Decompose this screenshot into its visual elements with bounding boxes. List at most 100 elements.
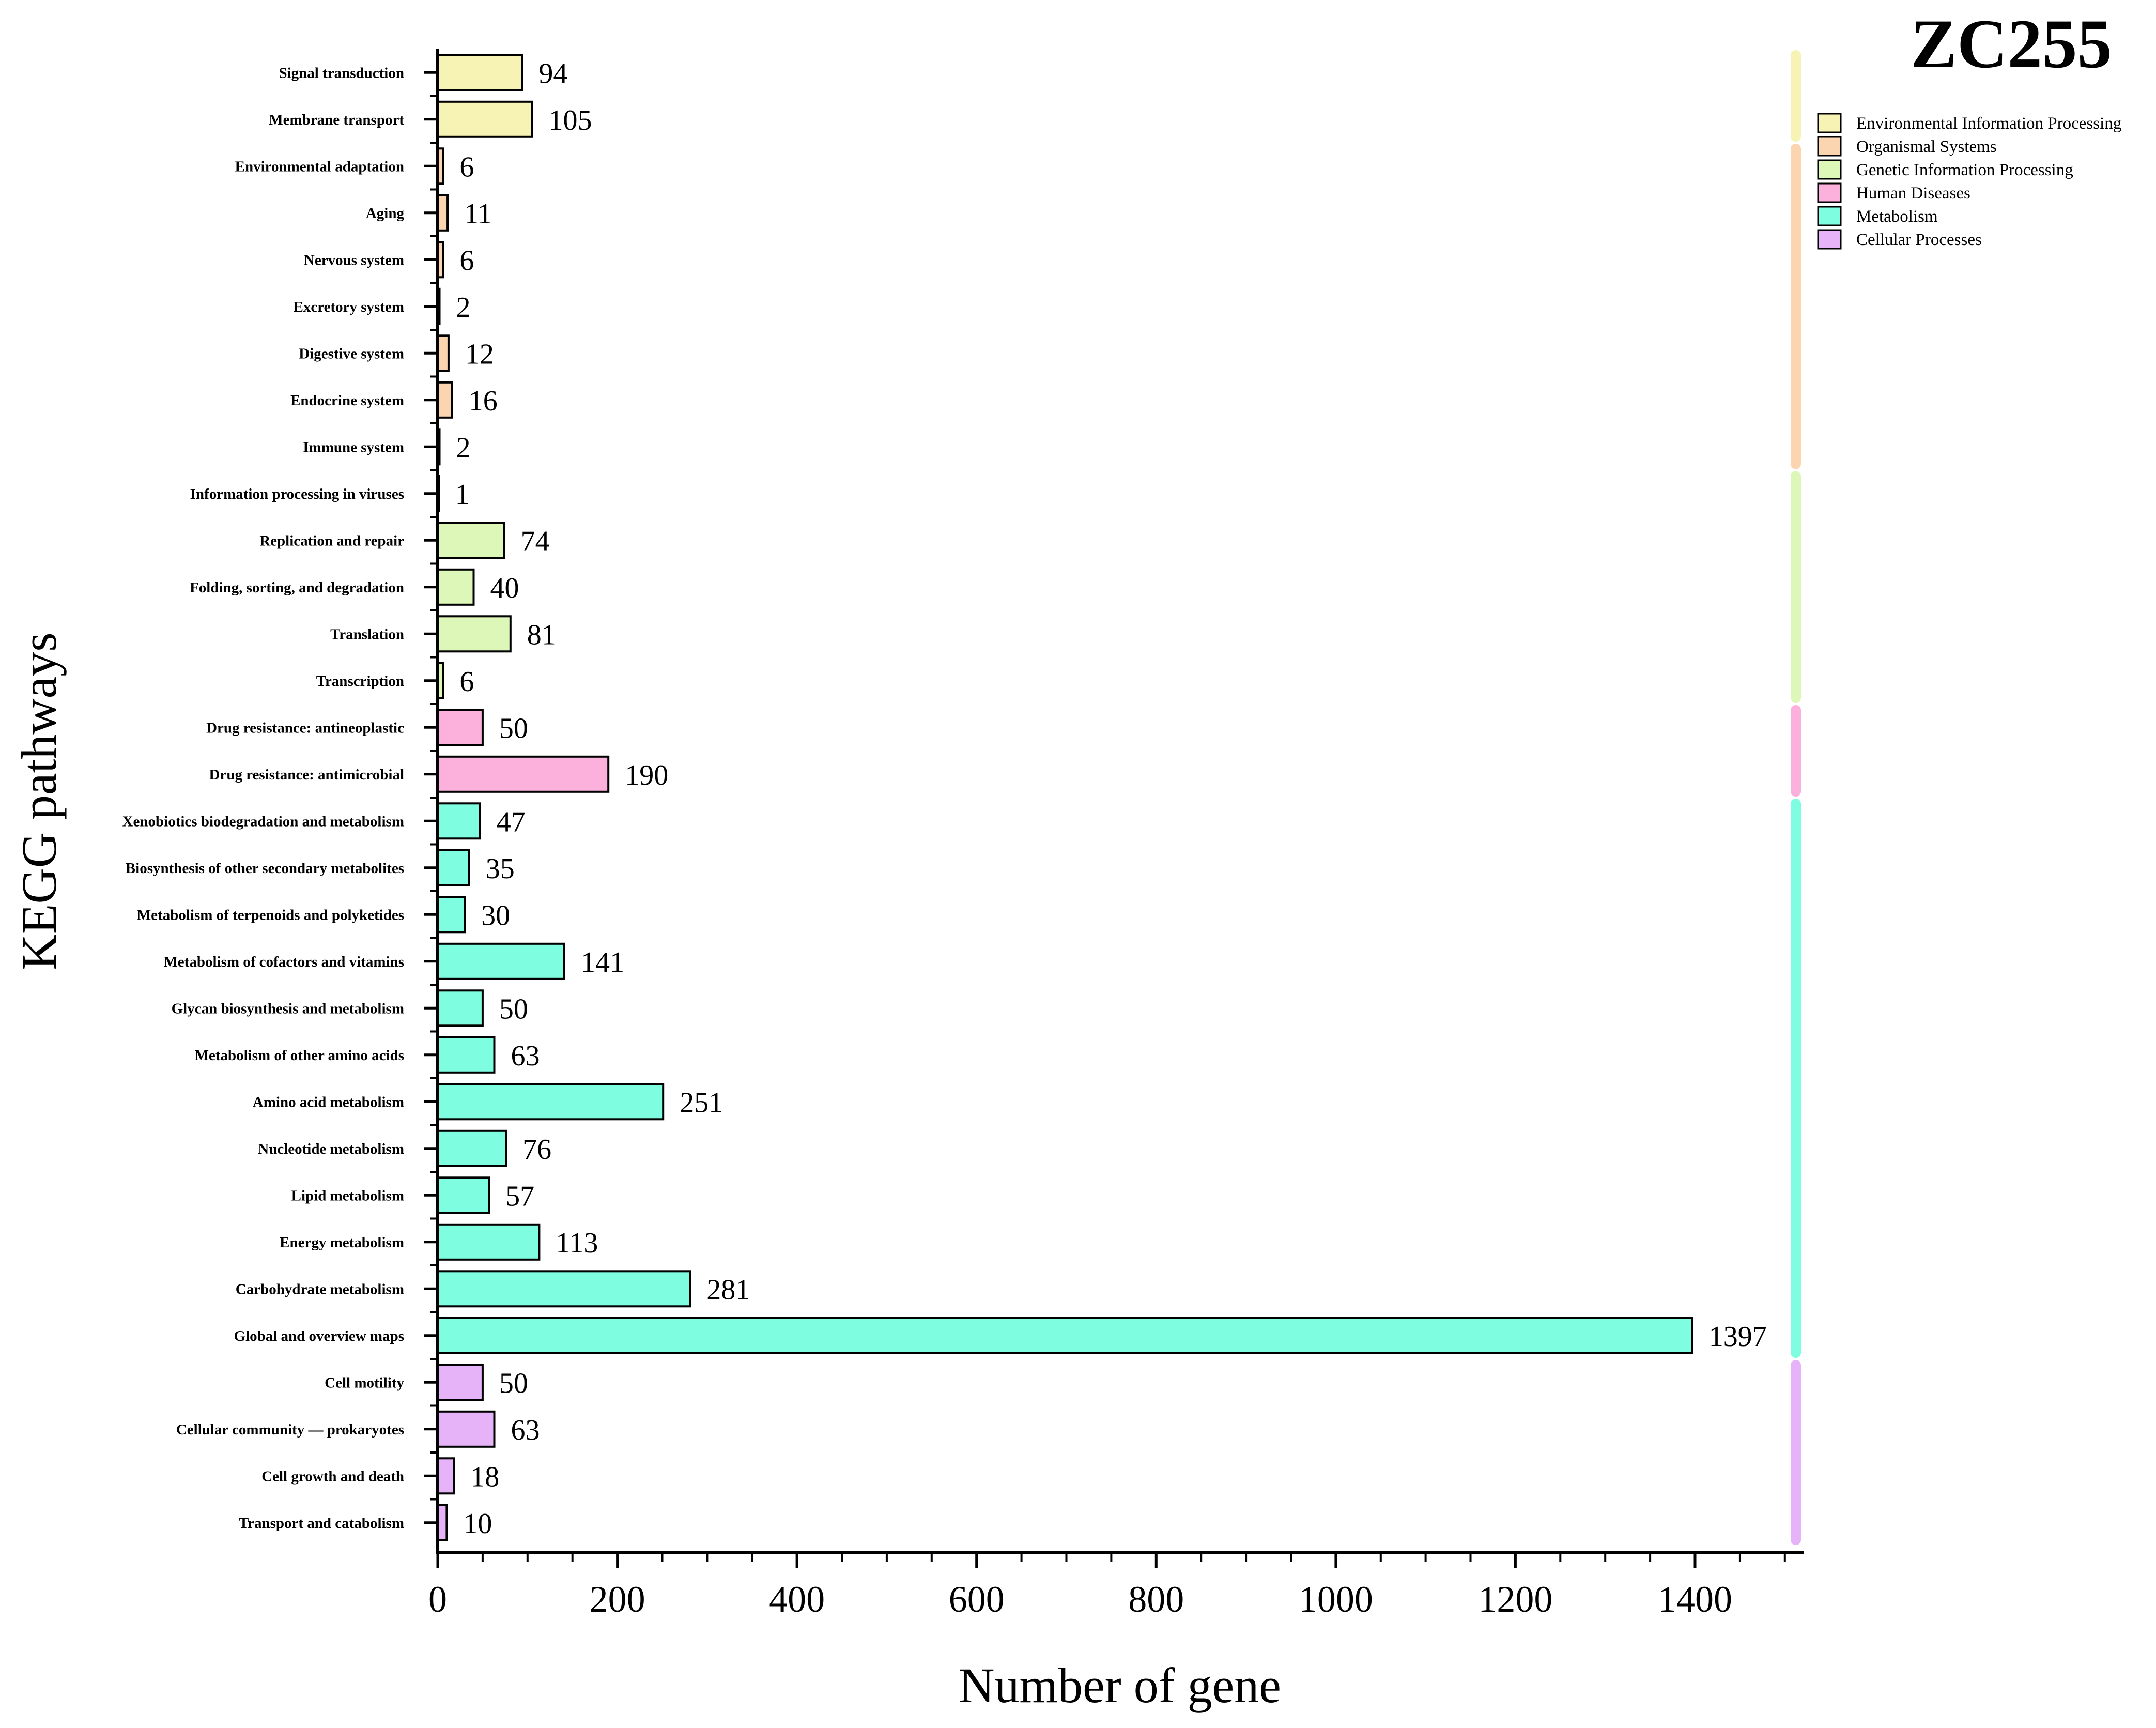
legend-label: Human Diseases [1856,184,1970,203]
bar [437,802,481,840]
x-tick-label: 600 [949,1579,1005,1620]
category-label: Energy metabolism [280,1234,404,1251]
value-label: 10 [463,1508,492,1540]
category-label: Translation [330,626,404,643]
value-label: 40 [490,572,519,604]
category-label: Global and overview maps [234,1328,405,1344]
value-label: 16 [469,385,498,417]
value-label: 6 [459,151,474,183]
category-label: Cell growth and death [261,1468,404,1485]
bar [437,381,453,419]
bar [437,849,470,886]
category-label: Nucleotide metabolism [258,1141,404,1157]
bar [437,1129,507,1167]
legend-swatch [1817,136,1842,157]
category-label: Information processing in viruses [190,486,404,502]
x-tick-label: 200 [590,1579,645,1620]
bar [437,1270,691,1308]
category-label: Endocrine system [290,392,404,409]
value-label: 74 [521,525,550,557]
value-label: 2 [456,432,471,464]
category-label: Xenobiotics biodegradation and metabolis… [122,813,404,830]
bar [437,1317,1693,1354]
value-label: 50 [499,712,528,744]
value-label: 6 [459,244,474,277]
bar [437,615,512,653]
category-label: Excretory system [294,299,404,315]
category-label: Folding, sorting, and degradation [190,579,404,596]
category-label: Metabolism of terpenoids and polyketides [137,907,404,923]
value-label: 1 [455,479,470,511]
bar [437,1364,484,1401]
value-label: 18 [470,1461,499,1493]
bar [437,1083,665,1121]
category-label: Metabolism of other amino acids [195,1047,404,1064]
x-axis-title: Number of gene [959,1658,1281,1713]
bar [437,942,565,980]
value-label: 12 [465,338,494,370]
legend: Environmental Information Processing Orga… [1817,113,2121,250]
category-label: Replication and repair [259,532,404,549]
bar [437,989,484,1027]
value-label: 6 [459,666,474,698]
bar [437,1176,490,1214]
legend-swatch [1817,229,1842,250]
value-label: 141 [581,946,624,978]
category-label: Transcription [316,673,404,690]
category-label: Aging [366,205,405,222]
value-label: 30 [481,899,510,931]
legend-swatch [1817,113,1842,133]
axes-layer: 0 200 400 600 800 1000 1200 1400 [424,49,1804,1620]
x-tick-label: 1400 [1658,1579,1732,1620]
value-label: 1397 [1709,1321,1767,1353]
category-label: Lipid metabolism [291,1187,404,1204]
category-label: Signal transduction [279,65,404,81]
value-label: 47 [497,806,526,838]
category-label: Cell motility [325,1374,404,1391]
x-tick-label: 1000 [1299,1579,1373,1620]
category-label: Cellular community — prokaryotes [176,1421,404,1438]
value-label: 50 [499,993,528,1025]
category-label: Membrane transport [269,112,404,128]
x-tick-label: 1200 [1478,1579,1552,1620]
chart-title: ZC255 [1911,6,2112,83]
value-label: 94 [538,57,567,89]
bar [437,54,523,91]
value-label: 50 [499,1367,528,1399]
value-label: 76 [522,1134,551,1166]
legend-swatch [1817,206,1842,226]
value-label: 11 [464,198,492,230]
category-label: Carbohydrate metabolism [236,1281,404,1297]
value-label: 190 [625,759,668,791]
category-label: Digestive system [299,345,404,362]
bar [437,1223,541,1261]
y-axis-title: KEGG pathways [11,632,67,970]
x-tick-label: 400 [769,1579,825,1620]
value-label: 57 [505,1180,534,1212]
value-label: 251 [680,1087,723,1119]
value-label: 63 [511,1414,540,1446]
value-label: 81 [527,619,556,651]
category-label: Nervous system [304,252,404,268]
bars-layer: Signal transduction 94 Membrane transport 1… [122,54,1767,1541]
legend-label: Environmental Information Processing [1856,114,2121,133]
legend-swatch [1817,159,1842,180]
value-label: 281 [706,1274,750,1306]
category-label: Drug resistance: antineoplastic [206,720,404,736]
x-tick-label: 800 [1128,1579,1184,1620]
bar [437,709,484,746]
legend-label: Cellular Processes [1856,231,1982,249]
bar [437,1036,496,1074]
bar [437,1410,496,1448]
value-label: 35 [486,853,515,885]
category-label: Amino acid metabolism [253,1094,404,1110]
bar [437,1457,455,1495]
legend-swatch [1817,182,1842,203]
bar [437,896,466,934]
value-label: 113 [556,1227,598,1259]
bar [437,755,610,793]
legend-label: Genetic Information Processing [1856,161,2073,179]
x-tick-label: 0 [428,1579,447,1620]
category-label: Drug resistance: antimicrobial [209,767,405,783]
